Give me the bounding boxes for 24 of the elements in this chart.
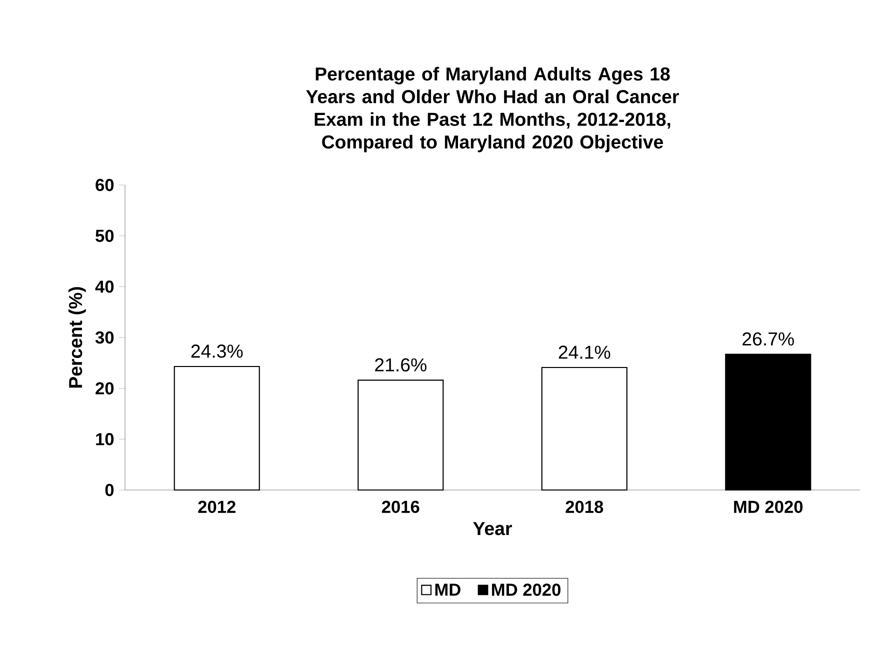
x-tick-label: 2018 bbox=[566, 500, 604, 513]
data-label: 26.7% bbox=[742, 332, 794, 346]
y-axis-title: Percent (%) bbox=[68, 287, 86, 388]
y-tick-label: 40 bbox=[95, 280, 114, 293]
y-tick-label: 10 bbox=[96, 433, 114, 446]
bar bbox=[541, 366, 628, 491]
bar bbox=[358, 380, 444, 491]
x-tick-label: MD 2020 bbox=[734, 500, 803, 513]
x-tick-label: 2012 bbox=[198, 500, 236, 513]
chart-title: Percentage of Maryland Adults Ages 18 Years and Older Who Had an Oral Cancer Exam in the Past 12 Months, 2012-2018, Compared to Maryland 2020 Objective bbox=[306, 66, 679, 152]
bar bbox=[174, 366, 260, 491]
y-tick-label: 50 bbox=[96, 230, 114, 242]
y-tick-label: 0 bbox=[105, 484, 114, 496]
y-tick-label: 20 bbox=[96, 382, 114, 394]
bar bbox=[725, 354, 812, 491]
data-label: 24.3% bbox=[191, 344, 243, 358]
legend-label: MD 2020 bbox=[492, 584, 560, 596]
y-tick-label: 60 bbox=[96, 178, 114, 192]
x-axis-title: Year bbox=[473, 522, 512, 536]
x-tick-label: 2016 bbox=[382, 500, 420, 513]
data-label: 21.6% bbox=[375, 358, 426, 372]
data-label: 24.1% bbox=[558, 346, 610, 359]
legend-label: MD bbox=[435, 584, 460, 596]
y-tick-label: 30 bbox=[95, 331, 114, 344]
